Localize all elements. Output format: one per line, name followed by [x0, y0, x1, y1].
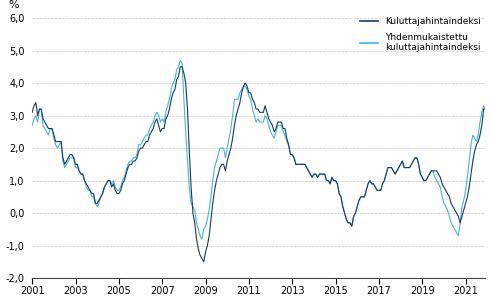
Legend: Kuluttajahintaindeksi, Yhdenmukaistettu
kuluttajahintaindeksi: Kuluttajahintaindeksi, Yhdenmukaistettu …: [360, 17, 481, 52]
Y-axis label: %: %: [9, 0, 19, 10]
